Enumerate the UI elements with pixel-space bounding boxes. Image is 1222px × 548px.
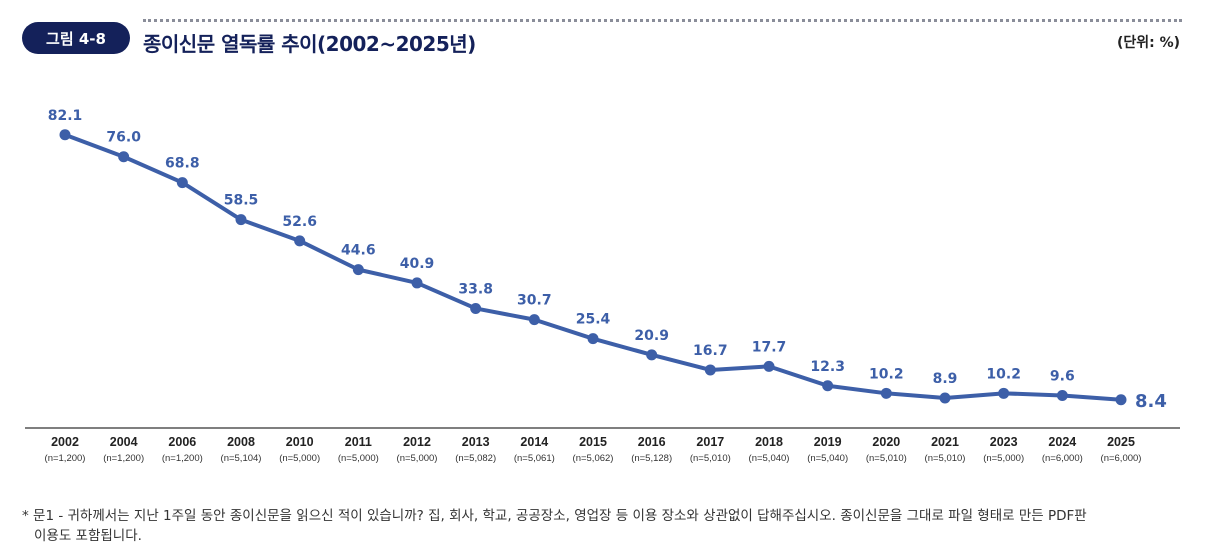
sample-size-label: (n=1,200) (162, 453, 203, 464)
sample-size-label: (n=5,000) (338, 453, 379, 464)
data-label: 8.4 (1135, 391, 1167, 412)
x-tick-label: 2015 (579, 435, 607, 449)
data-label: 40.9 (400, 256, 435, 272)
data-point (235, 214, 247, 226)
data-label: 10.2 (869, 366, 904, 382)
sample-size-label: (n=5,010) (866, 453, 907, 464)
data-label: 44.6 (341, 243, 376, 259)
data-label: 58.5 (224, 193, 259, 209)
x-tick-label: 2006 (168, 435, 196, 449)
data-label: 25.4 (576, 312, 611, 328)
footnote: * 문1 - 귀하께서는 지난 1주일 동안 종이신문을 읽으신 적이 있습니까… (22, 506, 1212, 546)
sample-size-label: (n=5,040) (807, 453, 848, 464)
footnote-line-1: * 문1 - 귀하께서는 지난 1주일 동안 종이신문을 읽으신 적이 있습니까… (22, 508, 1087, 524)
data-point (939, 392, 951, 404)
sample-size-label: (n=6,000) (1101, 453, 1142, 464)
data-point (470, 302, 482, 314)
data-point (1115, 394, 1127, 406)
sample-size-label: (n=5,010) (690, 453, 731, 464)
data-point (880, 387, 892, 399)
series-line (64, 132, 1122, 402)
data-point (763, 360, 775, 372)
title-divider (143, 19, 1182, 22)
data-point (646, 349, 658, 361)
data-label: 16.7 (693, 343, 728, 359)
data-point (411, 277, 423, 289)
data-label: 33.8 (458, 281, 493, 297)
data-label: 30.7 (517, 293, 552, 309)
x-tick-label: 2008 (227, 435, 255, 449)
data-point (352, 264, 364, 276)
data-label: 12.3 (810, 359, 845, 375)
x-tick-label: 2018 (755, 435, 783, 449)
data-label: 17.7 (752, 339, 787, 355)
x-tick-label: 2021 (931, 435, 959, 449)
sample-size-label: (n=5,000) (279, 453, 320, 464)
x-tick-label: 2023 (990, 435, 1018, 449)
data-label: 76.0 (106, 130, 141, 146)
sample-size-label: (n=5,000) (397, 453, 438, 464)
unit-label: (단위: %) (1116, 35, 1180, 51)
sample-size-label: (n=5,000) (983, 453, 1024, 464)
x-tick-label: 2019 (814, 435, 842, 449)
data-point (822, 380, 834, 392)
sample-size-label: (n=5,010) (925, 453, 966, 464)
data-label: 68.8 (165, 156, 200, 172)
x-tick-label: 2020 (872, 435, 900, 449)
data-label: 82.1 (48, 108, 83, 124)
sample-size-label: (n=5,104) (221, 453, 262, 464)
data-point (59, 129, 71, 141)
chart-title: 종이신문 열독률 추이(2002~2025년) (143, 32, 476, 56)
sample-size-label: (n=6,000) (1042, 453, 1083, 464)
x-tick-label: 2024 (1048, 435, 1076, 449)
footnote-line-2: 이용도 포함됩니다. (34, 528, 142, 544)
data-label: 10.2 (986, 366, 1021, 382)
sample-size-label: (n=5,040) (749, 453, 790, 464)
sample-size-label: (n=5,061) (514, 453, 555, 464)
data-point (176, 177, 188, 189)
data-point (294, 235, 306, 247)
data-point (118, 151, 130, 163)
data-point (528, 314, 540, 326)
data-point (704, 364, 716, 376)
x-tick-label: 2017 (696, 435, 724, 449)
x-tick-label: 2004 (110, 435, 138, 449)
x-tick-label: 2012 (403, 435, 431, 449)
x-tick-label: 2014 (520, 435, 548, 449)
sample-size-label: (n=5,128) (631, 453, 672, 464)
x-tick-label: 2002 (51, 435, 79, 449)
x-tick-label: 2010 (286, 435, 314, 449)
data-point (1056, 389, 1068, 401)
x-tick-label: 2025 (1107, 435, 1135, 449)
data-point (587, 333, 599, 345)
x-tick-label: 2011 (345, 435, 372, 449)
sample-size-label: (n=1,200) (45, 453, 86, 464)
data-point (998, 387, 1010, 399)
data-label: 20.9 (634, 328, 669, 344)
data-label: 8.9 (933, 371, 958, 387)
sample-size-label: (n=5,082) (455, 453, 496, 464)
x-tick-label: 2016 (638, 435, 666, 449)
x-tick-label: 2013 (462, 435, 490, 449)
sample-size-label: (n=5,062) (573, 453, 614, 464)
data-label: 9.6 (1050, 368, 1075, 384)
sample-size-label: (n=1,200) (103, 453, 144, 464)
data-label: 52.6 (282, 214, 317, 230)
figure-badge: 그림 4-8 (22, 22, 130, 54)
